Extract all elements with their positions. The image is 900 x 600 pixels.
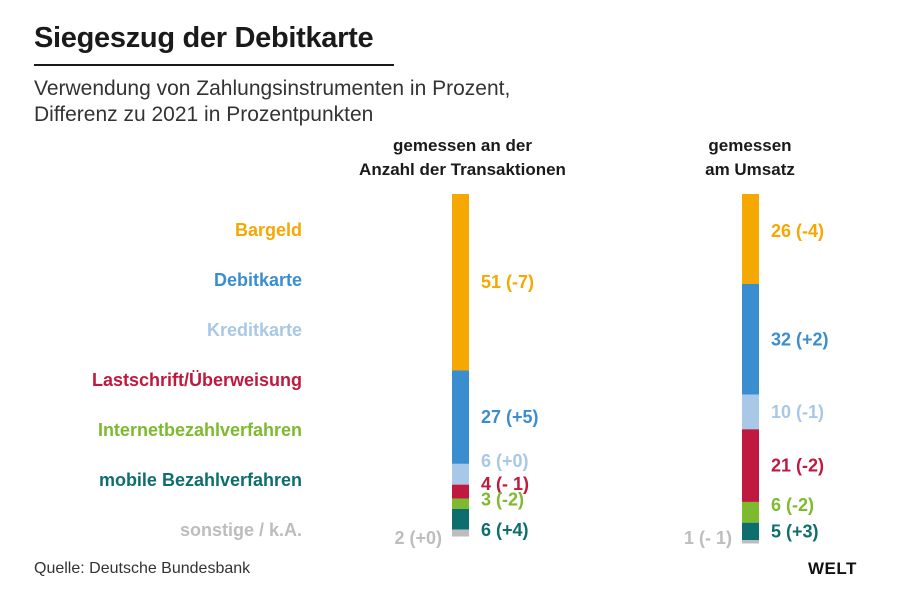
welt-logo: WELT <box>808 559 857 578</box>
bar-label-transactions-5: 6 (+4) <box>481 520 529 540</box>
bar-label-turnover-1: 32 (+2) <box>771 329 829 349</box>
bar-label-turnover-0: 26 (-4) <box>771 221 824 241</box>
bar-label-transactions-0: 51 (-7) <box>481 272 534 292</box>
legend-item-bargeld: Bargeld <box>234 220 302 240</box>
bar-segment-transactions-5 <box>452 508 469 530</box>
bar-label-transactions-2: 6 (+0) <box>481 451 529 471</box>
bar-segment-turnover-4 <box>742 501 759 523</box>
bar-segment-transactions-4 <box>452 498 469 509</box>
column-header-turnover: gemessen am Umsatz <box>660 134 840 182</box>
legend-item-lastschrift-überweisung: Lastschrift/Überweisung <box>91 370 302 390</box>
title-underline <box>34 64 394 66</box>
subtitle-line-1: Verwendung von Zahlungsinstrumenten in P… <box>34 77 511 100</box>
column-header-turnover-line-1: gemessen <box>708 136 792 155</box>
bar-label-transactions-4: 3 (-2) <box>481 490 524 510</box>
bar-segment-turnover-1 <box>742 283 759 395</box>
bar-segment-turnover-5 <box>742 522 759 540</box>
column-header-turnover-line-2: am Umsatz <box>705 160 795 179</box>
column-header-transactions-line-2: Anzahl der Transaktionen <box>359 160 566 179</box>
bar-segment-turnover-3 <box>742 429 759 502</box>
legend-item-debitkarte: Debitkarte <box>213 270 302 290</box>
bar-label-transactions-1: 27 (+5) <box>481 407 539 427</box>
chart-title: Siegeszug der Debitkarte <box>34 22 374 54</box>
bar-label-turnover-3: 21 (-2) <box>771 456 824 476</box>
bar-label-turnover-4: 6 (-2) <box>771 495 814 515</box>
bar-segment-transactions-6 <box>452 529 469 537</box>
bar-label-turnover-2: 10 (-1) <box>771 402 824 422</box>
source-note: Quelle: Deutsche Bundesbank <box>34 560 251 577</box>
bar-label-turnover-5: 5 (+3) <box>771 521 819 541</box>
column-header-transactions-line-1: gemessen an der <box>393 136 532 155</box>
bar-segment-transactions-1 <box>452 370 469 464</box>
bar-segment-turnover-2 <box>742 394 759 430</box>
bar-label-transactions-6: 2 (+0) <box>394 528 442 548</box>
bar-label-turnover-6: 1 (- 1) <box>684 528 732 548</box>
bar-segment-transactions-3 <box>452 484 469 499</box>
subtitle-line-2: Differenz zu 2021 in Prozentpunkten <box>34 103 374 126</box>
legend-item-mobile-bezahlverfahren: mobile Bezahlverfahren <box>98 470 302 490</box>
bar-label-transactions-3: 4 (- 1) <box>481 474 529 494</box>
legend-item-internetbezahlverfahren: Internetbezahlverfahren <box>97 420 302 440</box>
legend-item-kreditkarte: Kreditkarte <box>206 320 302 340</box>
bar-segment-transactions-2 <box>452 463 469 485</box>
column-header-transactions: gemessen an der Anzahl der Transaktionen <box>320 134 605 182</box>
bar-segment-turnover-6 <box>742 540 759 544</box>
bar-segment-turnover-0 <box>742 194 759 284</box>
legend-item-sonstige-k-a: sonstige / k.A. <box>179 520 302 540</box>
chart-subtitle: Verwendung von Zahlungsinstrumenten in P… <box>34 76 510 128</box>
bar-segment-transactions-0 <box>452 194 469 371</box>
